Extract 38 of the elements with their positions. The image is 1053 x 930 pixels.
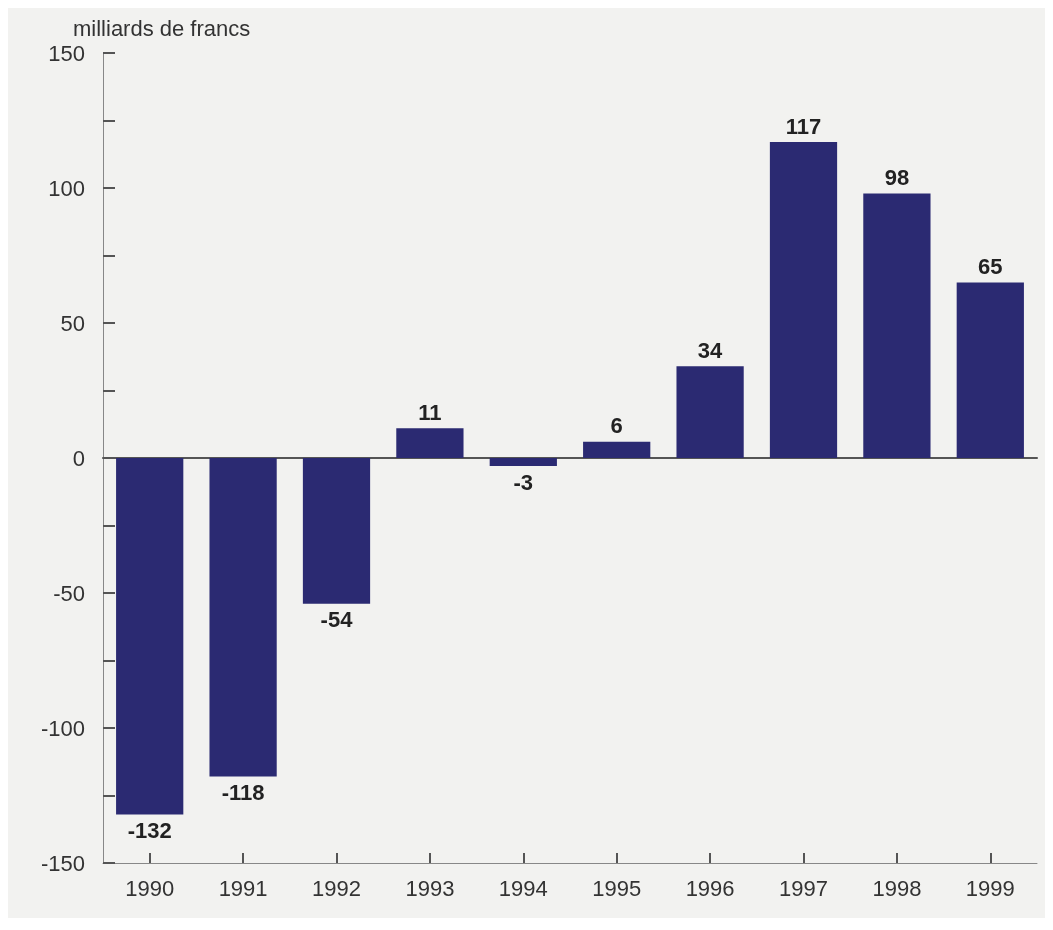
x-tick-label: 1992 — [312, 875, 361, 901]
data-label: 34 — [697, 337, 724, 363]
x-tick-label: 1996 — [685, 875, 735, 901]
y-tick-label: 100 — [48, 175, 85, 201]
x-tick-label: 1997 — [779, 875, 828, 901]
bar — [956, 282, 1024, 458]
data-label: -54 — [320, 607, 354, 633]
bar — [209, 458, 277, 777]
x-tick-label: 1991 — [218, 875, 268, 901]
bar — [863, 193, 931, 458]
y-tick-label: -50 — [53, 580, 85, 606]
x-tick-label: 1998 — [872, 875, 922, 901]
data-label: 65 — [978, 254, 1003, 279]
bar — [676, 366, 744, 458]
data-label: 11 — [418, 399, 442, 425]
x-tick-label: 1990 — [125, 875, 175, 901]
x-tick-label: 1993 — [405, 875, 455, 901]
data-label: 117 — [785, 113, 822, 139]
y-tick-label: -150 — [40, 850, 85, 876]
bar — [769, 142, 838, 458]
y-tick-label: 0 — [72, 445, 85, 471]
y-tick-label: 150 — [48, 40, 85, 66]
data-label: -3 — [513, 469, 534, 495]
data-label: -132 — [127, 817, 172, 843]
bar — [489, 458, 557, 467]
y-tick-label: -100 — [40, 715, 85, 741]
y-axis-title: milliards de francs — [73, 15, 251, 41]
x-tick-label: 1994 — [498, 875, 548, 901]
x-tick-label: 1995 — [592, 875, 642, 901]
data-label: -118 — [221, 780, 265, 806]
data-label: 98 — [884, 164, 910, 190]
bar — [302, 458, 371, 604]
bar — [396, 428, 464, 458]
y-tick-label: 50 — [60, 310, 85, 336]
bar — [583, 441, 651, 458]
bar — [116, 458, 184, 815]
x-tick-label: 1999 — [965, 875, 1015, 901]
data-label: 6 — [610, 413, 623, 439]
